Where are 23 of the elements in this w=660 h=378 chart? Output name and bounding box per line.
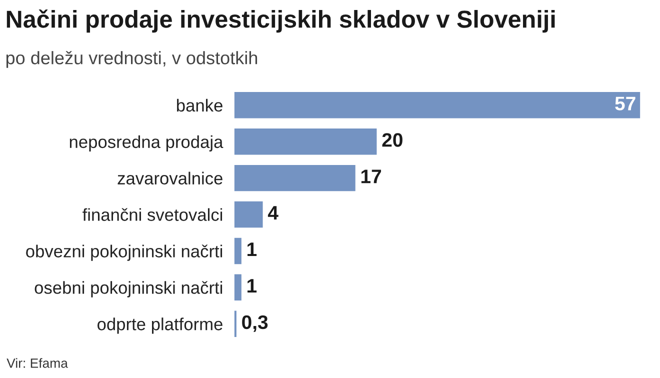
chart-subtitle: po deležu vrednosti, v odstotkih [6, 51, 258, 68]
data-label: 17 [361, 170, 381, 184]
y-tick-label: osebni pokojninski načrti [34, 281, 222, 298]
y-tick-label: obvezni pokojninski načrti [26, 244, 222, 261]
bar [234, 238, 242, 264]
data-label: 57 [615, 96, 636, 110]
bar [234, 274, 242, 301]
text: Vir: Efama [6, 358, 68, 368]
bar [234, 164, 356, 192]
y-tick-label: odprte platforme [98, 318, 222, 334]
bar [234, 92, 640, 118]
bar [234, 201, 263, 228]
data-label: 4 [268, 206, 278, 220]
y-tick-label: neposredna prodaja [70, 135, 224, 152]
data-label: 20 [382, 133, 402, 147]
y-tick-label: zavarovalnice [118, 172, 222, 185]
chart-title: Načini prodaje investicijskih skladov v Sloveniji [6, 9, 555, 33]
y-tick-label: finančni svetovalci [82, 208, 222, 221]
y-tick-label: banke [177, 98, 222, 112]
data-label: 1 [248, 242, 257, 256]
bar [234, 128, 377, 155]
data-label: 0,3 [242, 315, 268, 332]
data-label: 1 [248, 279, 257, 292]
